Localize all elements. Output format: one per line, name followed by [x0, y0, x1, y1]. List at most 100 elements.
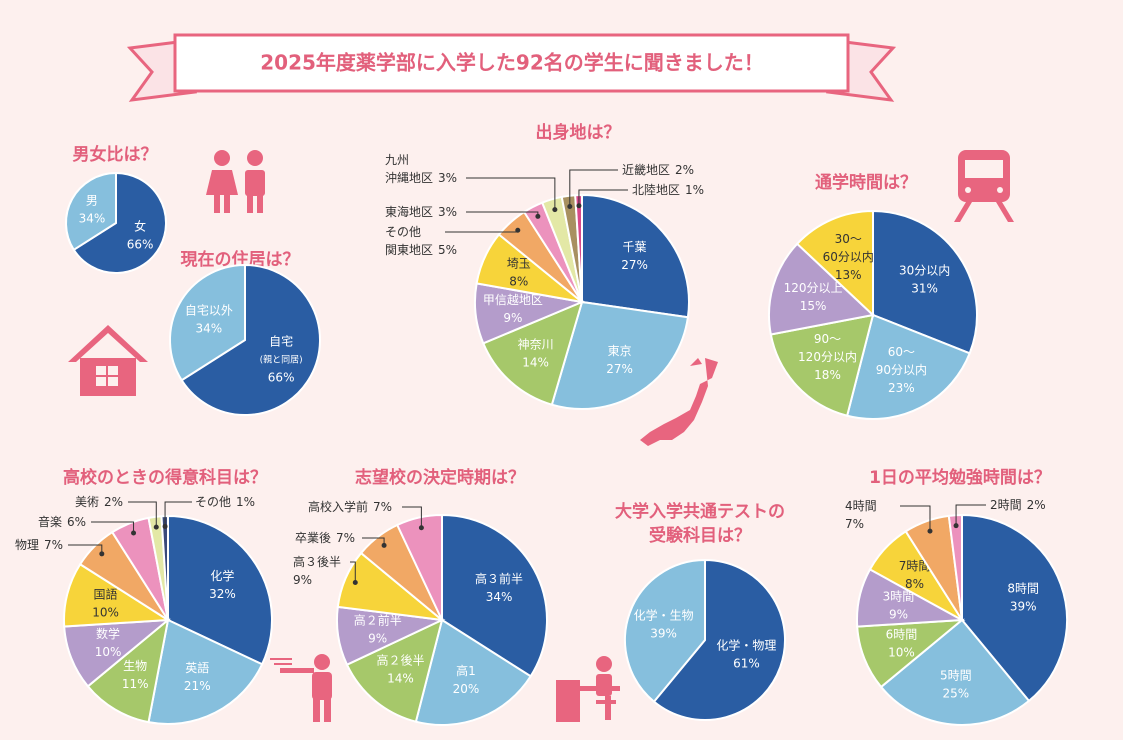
slice-category: 関東地区 [385, 243, 433, 257]
pie-slice [872, 209, 978, 355]
slice-value: 2% [1027, 498, 1046, 512]
outer-label: 高３後半 [293, 554, 341, 569]
slice-value: 10% [888, 645, 915, 659]
pie-slice [180, 263, 321, 416]
slice-category: 神奈川 [518, 337, 554, 351]
slice-value: 18% [814, 368, 841, 382]
outer-label: 美術 2% [75, 495, 123, 509]
slice-category: 90〜 [814, 332, 841, 346]
slice-value: 8% [905, 577, 924, 591]
outer-label: 近畿地区 2% [622, 163, 694, 177]
pie-slice [65, 171, 117, 252]
slice-category: 生物 [123, 659, 147, 673]
slice-category: 物理 [15, 538, 39, 552]
leader-dot [567, 203, 573, 209]
slice-category: 北陸地区 [632, 183, 680, 197]
slice-value: 14% [387, 672, 414, 686]
slice-value: 32% [209, 587, 236, 601]
slice-value: 20% [453, 682, 480, 696]
slice-category: 30分以内 [899, 263, 950, 277]
leader-line [68, 544, 103, 554]
pie-slice [768, 242, 876, 336]
chart-title: 通学時間は？ [815, 172, 917, 193]
slice-category: 2時間 [990, 498, 1022, 512]
slice-value: 10% [92, 605, 119, 619]
slice-category: 近畿地区 [622, 163, 670, 177]
slice-category: 高２後半 [376, 653, 424, 668]
outer-label: 北陸地区 1% [632, 183, 704, 197]
leader-dot [927, 528, 933, 534]
icon-house [68, 325, 148, 396]
slice-category: 英語 [185, 660, 209, 675]
slice-category: 化学・物理 [716, 637, 776, 652]
slice-category: 90分以内 [876, 363, 927, 377]
pie-slice [947, 513, 963, 621]
outer-label: 東海地区 3% [385, 204, 457, 219]
outer-label: 7% [845, 517, 864, 531]
slice-category: 7% [845, 517, 864, 531]
slice-value: 8% [509, 275, 528, 289]
outer-label: その他 [385, 225, 421, 239]
slice-category: 4時間 [845, 499, 877, 513]
icon-people [206, 150, 265, 213]
chart-title: 大学入学共通テストの [615, 501, 785, 522]
main-title: 2025年度薬学部に入学した92名の学生に聞きました！ [260, 51, 764, 75]
slice-category: 千葉 [623, 240, 647, 254]
chart-title: 高校のときの得意科目は？ [63, 467, 267, 488]
icon-study [556, 656, 620, 722]
slice-value: 66% [127, 238, 154, 252]
slice-category: 数学 [96, 626, 120, 641]
pie-slice [147, 618, 264, 725]
leader-line [578, 189, 628, 206]
chart-title: 受験科目は？ [649, 525, 751, 546]
slice-value: 2% [675, 163, 694, 177]
leader-dot [131, 530, 137, 536]
slice-category: 九州 [385, 153, 409, 167]
slice-category: 東京 [608, 344, 632, 358]
slice-category: 9% [293, 573, 312, 587]
slice-value: 11% [122, 677, 149, 691]
slice-value: 9% [503, 311, 522, 325]
pie-slice [769, 313, 875, 417]
pie-slice [652, 558, 786, 721]
slice-value: 39% [1010, 599, 1037, 613]
leader-dot [153, 524, 159, 530]
slice-value: 27% [621, 258, 648, 272]
leader-line [466, 177, 556, 210]
outer-label: その他 1% [195, 495, 255, 509]
slice-category: その他 [195, 495, 231, 509]
slice-category: 5時間 [940, 668, 972, 682]
slice-value: 34% [79, 211, 106, 225]
leader-line [955, 504, 986, 526]
slice-category: 8時間 [1007, 581, 1039, 595]
slice-value: 2% [104, 495, 123, 509]
slice-value: 23% [888, 381, 915, 395]
slice-value: 21% [184, 679, 211, 693]
icon-japan [640, 358, 718, 446]
leader-dot [515, 227, 521, 233]
leader-dot [352, 579, 358, 585]
slice-value: 14% [522, 355, 549, 369]
slice-value: 15% [800, 299, 827, 313]
slice-category: 120分以内 [798, 350, 857, 364]
pie-slice [86, 617, 170, 724]
slice-category: 音楽 [38, 514, 62, 529]
leader-dot [381, 542, 387, 548]
slice-value: 7% [336, 531, 355, 545]
slice-value: 34% [196, 322, 223, 336]
leader-dot [418, 525, 424, 531]
leader-dot [576, 203, 582, 209]
outer-label: 九州 [385, 153, 409, 167]
slice-value: 1% [236, 495, 255, 509]
slice-category: 60分以内 [823, 250, 874, 264]
leader-dot [99, 551, 105, 557]
chart-title: 志望校の決定時期は？ [355, 467, 525, 488]
slice-category: 高３後半 [293, 554, 341, 569]
pie-slice [481, 300, 584, 406]
slice-category: 化学・生物 [634, 608, 694, 623]
slice-category: 美術 [75, 495, 99, 509]
leader-dot [953, 523, 959, 529]
icon-person [270, 654, 332, 722]
outer-label: 2時間 2% [990, 498, 1046, 512]
